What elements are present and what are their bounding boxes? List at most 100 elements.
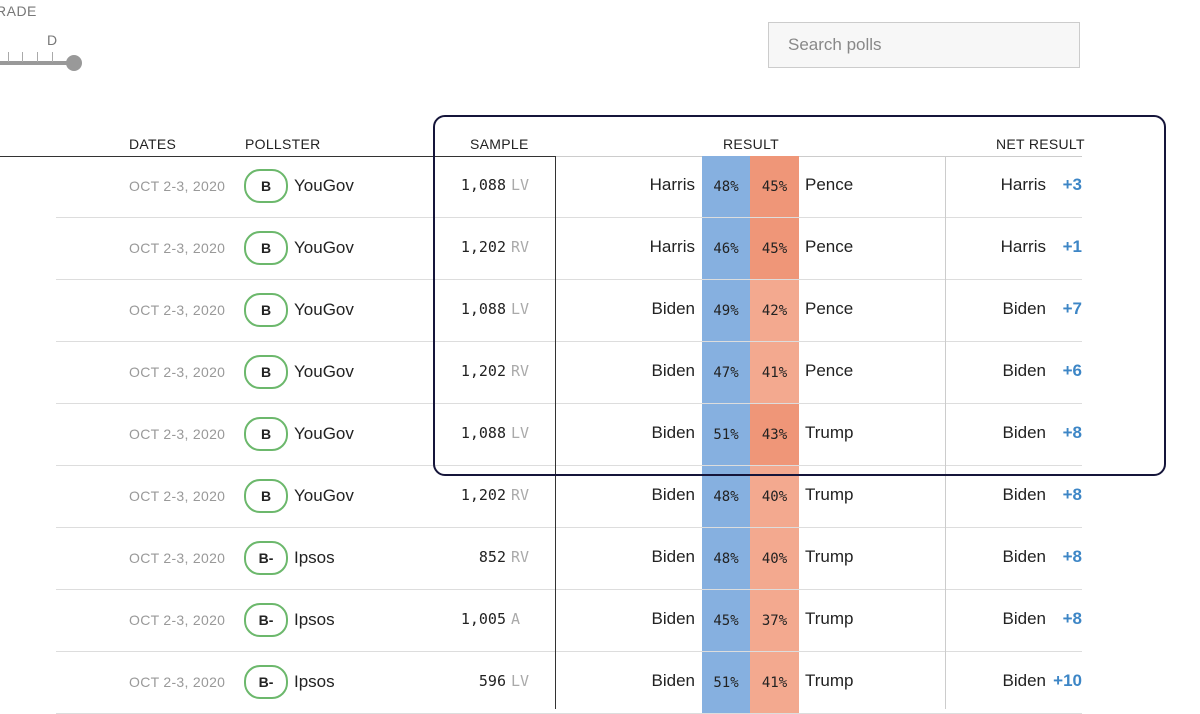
sample-size: 596 [478,672,506,690]
pollster-grade-badge: B- [244,541,288,575]
row-divider [56,589,1082,590]
net-margin: +3 [1062,175,1082,194]
column-header-dates[interactable]: DATES [129,136,177,152]
candidate-left-pct: 51% [702,404,750,466]
net-column-divider [945,156,946,709]
grade-filter-label: RADE [0,3,37,19]
table-row[interactable]: OCT 2-3, 2020 B- Ipsos 596 LV Biden 51% … [0,652,1200,714]
candidate-right-pct: 40% [750,466,799,528]
pollster-name[interactable]: YouGov [294,362,354,381]
slider-handle[interactable] [66,55,82,71]
slider-track[interactable] [0,61,74,65]
candidate-right: Trump [805,547,854,566]
candidate-left: Biden [651,485,695,504]
candidate-right-pct: 41% [750,342,799,404]
row-divider [56,651,1082,652]
poll-date: OCT 2-3, 2020 [129,178,226,194]
sample-population: LV [511,424,530,442]
candidate-left: Harris [649,237,695,256]
net-leader: Biden [1002,671,1046,690]
candidate-right-pct: 42% [750,280,799,342]
candidate-right: Pence [805,361,854,380]
pollster-name[interactable]: Ipsos [294,672,335,691]
sample-size: 1,088 [460,424,506,442]
candidate-left-pct: 51% [702,652,750,714]
pollster-grade-badge: B [244,169,288,203]
poll-date: OCT 2-3, 2020 [129,240,226,256]
poll-date: OCT 2-3, 2020 [129,488,226,504]
net-margin: +6 [1062,361,1082,380]
sample-population: LV [511,300,530,318]
candidate-right-pct: 37% [750,590,799,652]
table-row[interactable]: OCT 2-3, 2020 B- Ipsos 852 RV Biden 48% … [0,528,1200,590]
column-header-pollster[interactable]: POLLSTER [245,136,321,152]
pollster-name[interactable]: YouGov [294,486,354,505]
sample-population: RV [511,486,530,504]
candidate-right-pct: 40% [750,528,799,590]
candidate-right: Pence [805,299,854,318]
candidate-left: Biden [651,671,695,690]
pollster-name[interactable]: Ipsos [294,610,335,629]
net-margin: +1 [1062,237,1082,256]
poll-date: OCT 2-3, 2020 [129,426,226,442]
column-header-sample[interactable]: SAMPLE [470,136,529,152]
net-leader: Biden [1002,547,1046,566]
sample-population: LV [511,176,530,194]
net-margin: +8 [1062,423,1082,442]
poll-date: OCT 2-3, 2020 [129,612,226,628]
sample-size: 1,088 [460,300,506,318]
pollster-grade-badge: B- [244,665,288,699]
slider-grade-label: D [47,32,58,48]
sample-size: 852 [478,548,506,566]
poll-date: OCT 2-3, 2020 [129,302,226,318]
poll-date: OCT 2-3, 2020 [129,364,226,380]
candidate-left-pct: 49% [702,280,750,342]
candidate-right-pct: 45% [750,218,799,280]
candidate-left-pct: 47% [702,342,750,404]
pollster-grade-badge: B [244,355,288,389]
table-row[interactable]: OCT 2-3, 2020 B YouGov 1,088 LV Biden 51… [0,404,1200,466]
pollster-name[interactable]: YouGov [294,424,354,443]
pollster-name[interactable]: Ipsos [294,548,335,567]
candidate-left: Harris [649,175,695,194]
table-row[interactable]: OCT 2-3, 2020 B YouGov 1,088 LV Biden 49… [0,280,1200,342]
net-leader: Harris [1000,237,1046,256]
row-divider [56,403,1082,404]
net-margin: +8 [1062,547,1082,566]
sample-population: RV [511,238,530,256]
net-leader: Harris [1000,175,1046,194]
table-row[interactable]: OCT 2-3, 2020 B YouGov 1,202 RV Biden 47… [0,342,1200,404]
row-divider [56,279,1082,280]
pollster-name[interactable]: YouGov [294,176,354,195]
candidate-left: Biden [651,547,695,566]
row-divider [56,465,1082,466]
net-leader: Biden [1002,423,1046,442]
pollster-name[interactable]: YouGov [294,238,354,257]
column-header-result: RESULT [723,136,779,152]
candidate-right: Trump [805,485,854,504]
candidate-left-pct: 48% [702,528,750,590]
table-row[interactable]: OCT 2-3, 2020 B YouGov 1,088 LV Harris 4… [0,156,1200,218]
net-leader: Biden [1002,299,1046,318]
candidate-left-pct: 48% [702,466,750,528]
sample-size: 1,202 [460,486,506,504]
slider-tick [52,52,53,62]
table-row[interactable]: OCT 2-3, 2020 B YouGov 1,202 RV Harris 4… [0,218,1200,280]
sample-population: LV [511,672,530,690]
net-leader: Biden [1002,361,1046,380]
table-row[interactable]: OCT 2-3, 2020 B YouGov 1,202 RV Biden 48… [0,466,1200,528]
candidate-left: Biden [651,609,695,628]
candidate-left-pct: 46% [702,218,750,280]
candidate-left-pct: 48% [702,156,750,218]
candidate-left: Biden [651,361,695,380]
column-header-net-result[interactable]: NET RESULT [996,136,1085,152]
net-margin: +8 [1062,485,1082,504]
pollster-name[interactable]: YouGov [294,300,354,319]
search-input[interactable] [768,22,1080,68]
poll-date: OCT 2-3, 2020 [129,674,226,690]
table-row[interactable]: OCT 2-3, 2020 B- Ipsos 1,005 A Biden 45%… [0,590,1200,652]
candidate-right: Pence [805,237,854,256]
row-divider [56,527,1082,528]
candidate-right: Trump [805,671,854,690]
slider-tick [22,52,23,62]
